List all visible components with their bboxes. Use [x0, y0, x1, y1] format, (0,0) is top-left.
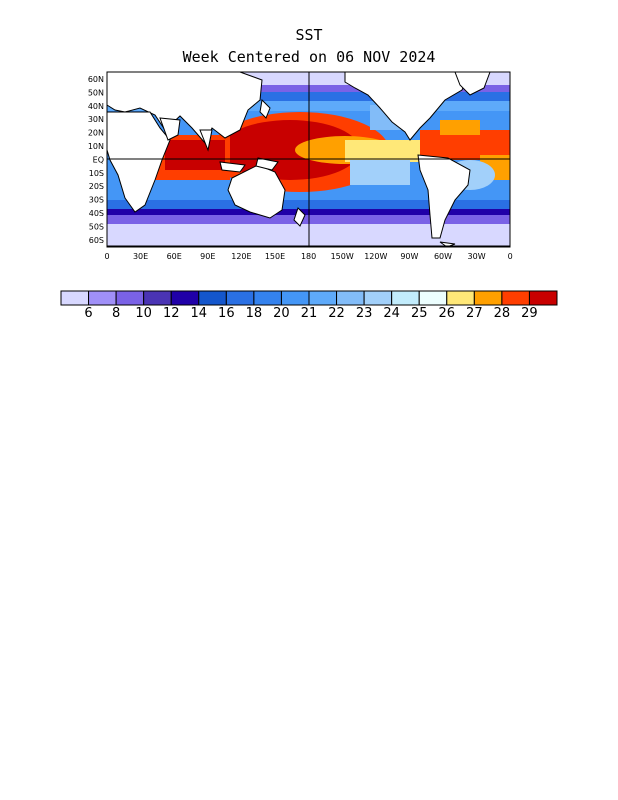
colorbar-swatch: [88, 290, 117, 306]
colorbar-tick-label: 28: [493, 306, 511, 321]
colorbar: [60, 290, 558, 306]
colorbar-swatch: [115, 290, 145, 306]
colorbar-tick-label: 6: [84, 306, 93, 321]
colorbar-swatch: [391, 290, 420, 306]
colorbar-swatch: [473, 290, 503, 306]
latitude-label: 60N: [88, 75, 104, 84]
latitude-label: 30S: [89, 196, 104, 205]
latitude-label: 40S: [89, 209, 104, 218]
chart-subtitle: Week Centered on 06 NOV 2024: [182, 48, 436, 66]
colorbar-tick-label: 16: [218, 306, 235, 321]
longitude-label: 30W: [468, 252, 486, 261]
longitude-label: 180: [301, 252, 316, 261]
colorbar-swatch: [501, 290, 530, 306]
colorbar-swatch: [418, 290, 448, 306]
longitude-label: 90E: [200, 252, 215, 261]
latitude-label: 20N: [88, 129, 104, 138]
colorbar-tick-label: 12: [162, 306, 180, 321]
colorbar-swatch: [170, 290, 200, 306]
land: [106, 71, 511, 248]
latitude-label: 50N: [88, 88, 104, 97]
colorbar-tick-label: 20: [273, 306, 290, 321]
colorbar-tick-label: 25: [410, 306, 428, 321]
colorbar-swatch: [253, 290, 282, 306]
colorbar-swatch: [143, 290, 172, 306]
longitude-label: 90W: [400, 252, 418, 261]
colorbar-swatch: [280, 290, 310, 306]
colorbar-tick-label: 18: [245, 306, 263, 321]
colorbar-tick-label: 27: [466, 306, 483, 321]
longitude-label: 60E: [167, 252, 182, 261]
chart-title: SST: [295, 26, 323, 44]
colorbar-swatch: [225, 290, 255, 306]
colorbar-swatch: [60, 290, 90, 306]
colorbar-tick-label: 10: [135, 306, 152, 321]
colorbar-swatch: [336, 290, 365, 306]
colorbar-tick-label: 14: [190, 306, 208, 321]
colorbar-tick-label: 26: [438, 306, 456, 321]
latitude-label: 10N: [88, 142, 104, 151]
colorbar-tick-label: 29: [521, 306, 538, 321]
colorbar-swatch: [308, 290, 338, 306]
longitude-label: 60W: [434, 252, 452, 261]
map-frame: [106, 71, 511, 248]
colorbar-swatch: [198, 290, 227, 306]
colorbar-tick-label: 8: [111, 306, 121, 321]
colorbar-tick-label: 23: [355, 306, 373, 321]
longitude-label: 30E: [133, 252, 148, 261]
longitude-label: 0: [508, 252, 513, 261]
longitude-label: 120W: [364, 252, 387, 261]
latitude-label: 30N: [88, 115, 104, 124]
latitude-labels: 60N 50N 40N 30N 20N 10N EQ 10S 20S 30S 40S 50S 60S: [88, 75, 104, 245]
latitude-label: 10S: [89, 169, 104, 178]
colorbar-swatch: [363, 290, 393, 306]
colorbar-tick-label: 21: [300, 306, 318, 321]
longitude-label: 150E: [265, 252, 285, 261]
latitude-label: 50S: [89, 222, 104, 231]
colorbar-swatch: [446, 290, 475, 306]
latitude-label: 60S: [89, 236, 104, 245]
longitude-label: 0: [104, 252, 109, 261]
latitude-label: EQ: [93, 155, 104, 164]
longitude-label: 120E: [231, 252, 251, 261]
latitude-label: 40N: [88, 102, 104, 111]
longitude-labels: 0 30E 60E 90E 120E 150E 180 150W 120W 90W 60W 30W 0: [104, 252, 512, 261]
colorbar-tick-label: 24: [383, 306, 400, 321]
longitude-label: 150W: [331, 252, 354, 261]
latitude-label: 20S: [89, 182, 104, 191]
colorbar-swatch: [528, 290, 558, 306]
colorbar-tick-label: 22: [328, 306, 345, 321]
